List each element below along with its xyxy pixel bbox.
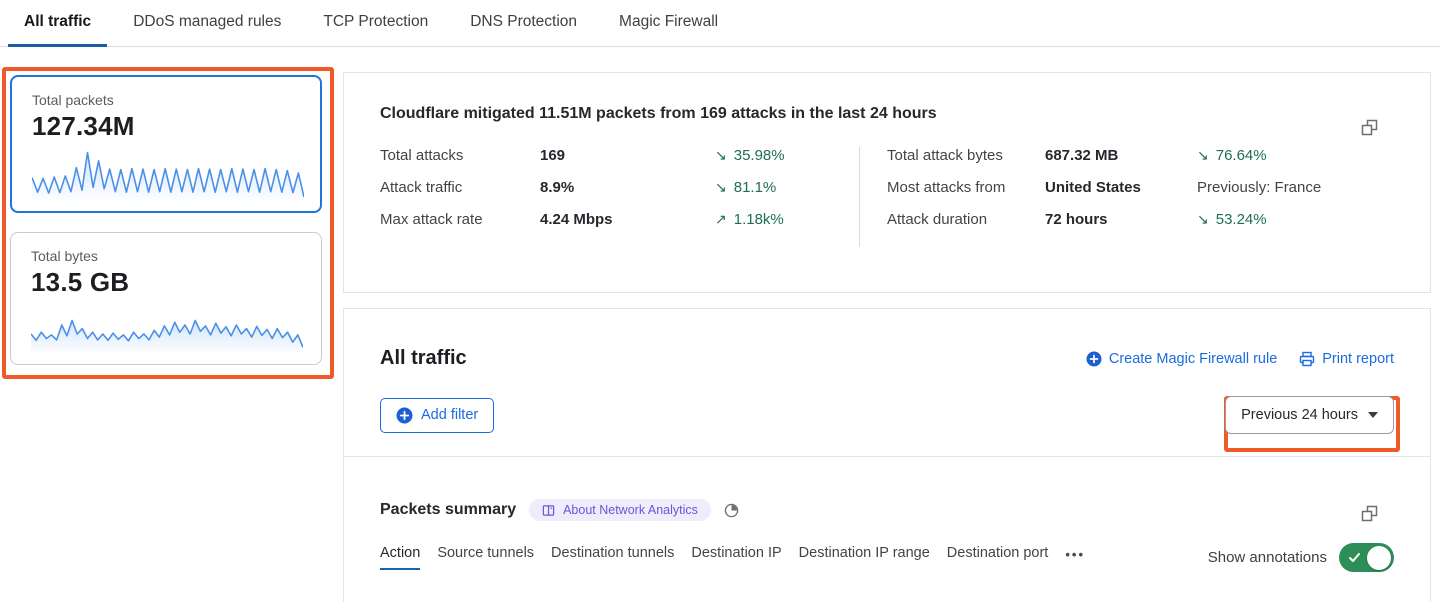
summary-stats: Total attacks 169 ↘ 35.98% Attack traffic… (380, 147, 1394, 247)
subtab-destination-ip[interactable]: Destination IP (691, 545, 782, 561)
tab-all-traffic[interactable]: All traffic (8, 0, 108, 47)
data-freshness-icon[interactable] (724, 503, 739, 518)
stat-delta: ↘ 81.1% (715, 179, 777, 196)
about-network-analytics-badge[interactable]: About Network Analytics (529, 499, 711, 521)
trend-down-icon: ↘ (715, 147, 727, 163)
stat-value: 687.32 MB (1045, 147, 1119, 164)
subtab-action[interactable]: Action (380, 545, 421, 570)
metric-title: Total packets (32, 92, 114, 108)
packets-summary-tabs: Action Source tunnels Destination tunnel… (380, 545, 1085, 570)
metric-card-total-packets[interactable]: Total packets 127.34M (10, 75, 322, 213)
section-divider (344, 456, 1430, 457)
attack-summary-panel: Cloudflare mitigated 11.51M packets from… (343, 72, 1431, 293)
metric-title: Total bytes (31, 248, 98, 264)
stat-label: Max attack rate (380, 211, 483, 228)
packets-summary-title: Packets summary (380, 501, 517, 518)
trend-down-icon: ↘ (715, 179, 727, 195)
subtab-source-tunnels[interactable]: Source tunnels (437, 545, 535, 561)
metric-value: 127.34M (32, 111, 135, 141)
summary-title: Cloudflare mitigated 11.51M packets from… (380, 105, 937, 122)
all-traffic-title: All traffic (380, 347, 467, 369)
subtab-destination-ip-range[interactable]: Destination IP range (798, 545, 930, 561)
plus-circle-icon (1086, 351, 1102, 366)
show-annotations-toggle[interactable] (1339, 543, 1394, 572)
subtab-destination-port[interactable]: Destination port (946, 545, 1049, 561)
add-filter-button[interactable]: Add filter (380, 397, 495, 433)
stat-value: 72 hours (1045, 211, 1108, 228)
trend-up-icon: ↗ (715, 211, 727, 227)
subtab-destination-tunnels[interactable]: Destination tunnels (551, 545, 675, 561)
book-icon (542, 504, 555, 516)
tab-dns-protection[interactable]: DNS Protection (470, 13, 578, 30)
metric-value: 13.5 GB (31, 267, 130, 297)
printer-icon (1300, 351, 1315, 366)
plus-circle-icon (396, 407, 413, 423)
stat-value: United States (1045, 179, 1141, 196)
stat-delta: ↗ 1.18k% (715, 211, 784, 228)
metric-card-total-bytes[interactable]: Total bytes 13.5 GB (10, 232, 322, 365)
stat-delta: ↘ 53.24% (1197, 211, 1267, 228)
top-tabbar: All traffic DDoS managed rules TCP Prote… (0, 0, 1440, 47)
packets-sparkline-chart (32, 151, 304, 203)
time-range-dropdown[interactable]: Previous 24 hours (1225, 396, 1394, 434)
stat-value: 8.9% (540, 179, 575, 196)
chevron-down-icon (1368, 412, 1378, 418)
toggle-knob (1367, 545, 1391, 570)
tab-ddos-managed-rules[interactable]: DDoS managed rules (133, 13, 282, 30)
all-traffic-panel: All traffic Create Magic Firewall rule P… (343, 308, 1431, 602)
stat-label: Attack duration (887, 211, 988, 228)
more-tabs-icon[interactable]: ••• (1065, 546, 1085, 562)
stat-delta: ↘ 76.64% (1197, 147, 1267, 164)
tab-tcp-protection[interactable]: TCP Protection (323, 13, 429, 30)
stats-column-left: Total attacks 169 ↘ 35.98% Attack traffic… (380, 147, 859, 228)
stat-delta: ↘ 35.98% (715, 147, 785, 164)
bytes-sparkline-chart (31, 319, 303, 355)
trend-down-icon: ↘ (1197, 147, 1209, 163)
stat-delta: Previously: France (1197, 179, 1322, 196)
stat-value: 4.24 Mbps (540, 211, 613, 228)
stat-label: Most attacks from (887, 179, 1006, 196)
print-report-link[interactable]: Print report (1299, 351, 1394, 367)
expand-icon[interactable] (1361, 119, 1378, 136)
stat-label: Total attacks (380, 147, 464, 164)
check-icon (1349, 553, 1360, 562)
stat-value: 169 (540, 147, 566, 164)
expand-icon[interactable] (1361, 505, 1378, 522)
stats-divider (859, 147, 860, 247)
create-magic-firewall-rule-link[interactable]: Create Magic Firewall rule (1086, 351, 1277, 367)
trend-down-icon: ↘ (1197, 211, 1209, 227)
stat-label: Total attack bytes (887, 147, 1003, 164)
show-annotations-label: Show annotations (1207, 549, 1327, 566)
stat-label: Attack traffic (380, 179, 463, 196)
tab-magic-firewall[interactable]: Magic Firewall (619, 13, 719, 30)
stats-column-right: Total attack bytes 687.32 MB ↘ 76.64% Mos… (887, 147, 1321, 228)
